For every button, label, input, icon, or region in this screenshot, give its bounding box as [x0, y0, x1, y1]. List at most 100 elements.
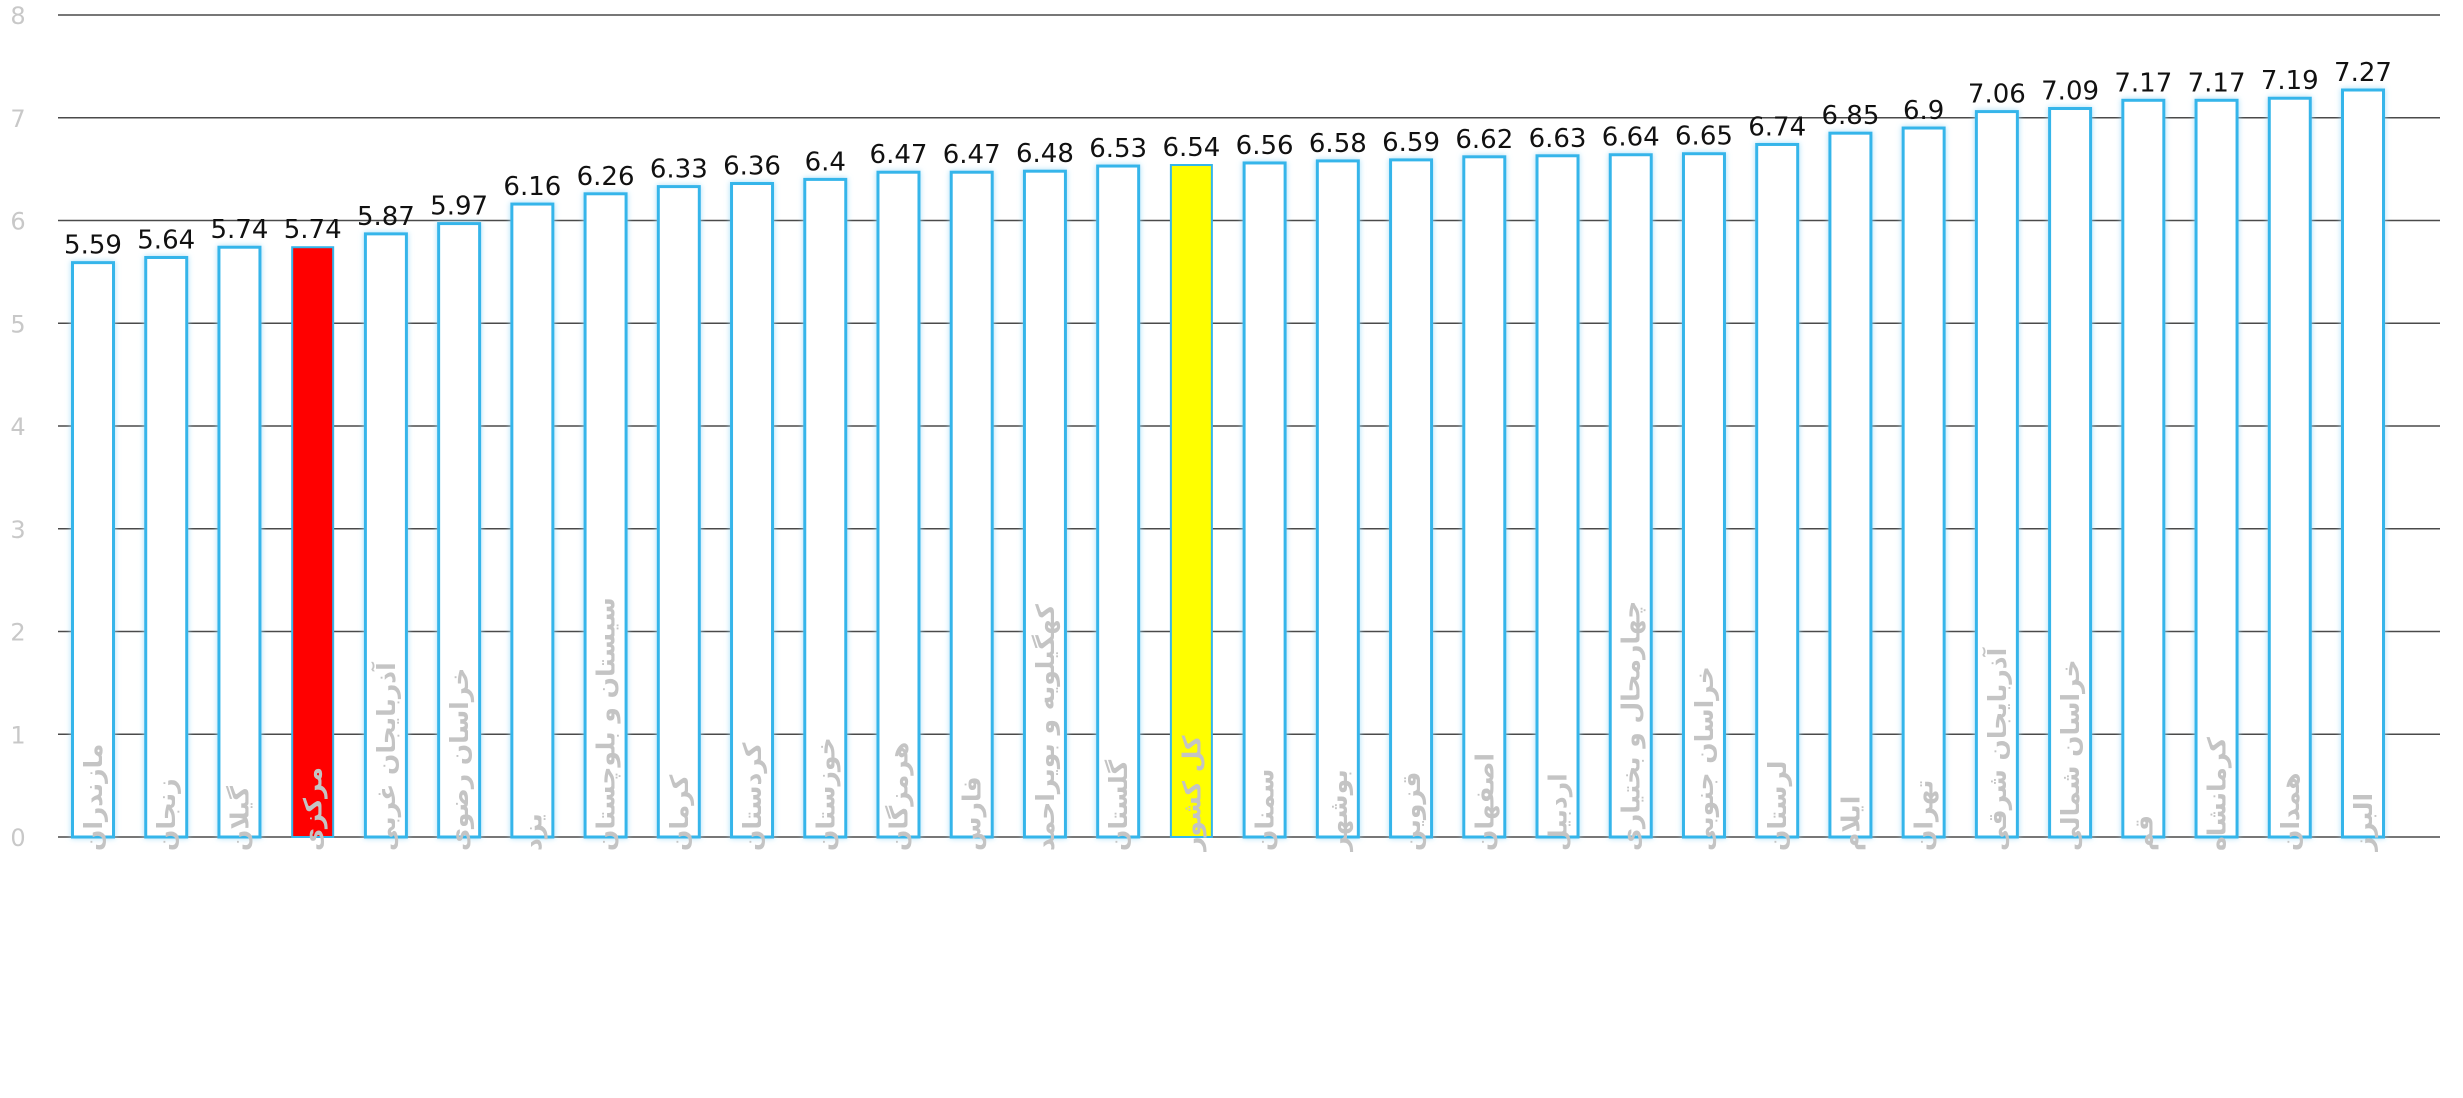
data-label-30: 7.19	[2261, 66, 2319, 96]
x-tick-label-20: اردبیل	[1544, 773, 1573, 851]
bar-14	[1096, 164, 1141, 839]
bar-0	[71, 261, 115, 839]
bar-28	[2121, 98, 2166, 839]
data-label-17: 6.58	[1309, 129, 1367, 159]
data-label-25: 6.9	[1903, 96, 1944, 126]
data-label-26: 7.06	[1968, 80, 2026, 110]
x-tick-label-14: گلستان	[1104, 759, 1133, 851]
bar-10	[803, 177, 848, 839]
data-label-14: 6.53	[1089, 134, 1147, 164]
data-label-3: 5.74	[284, 215, 342, 245]
bar-31	[2341, 88, 2385, 839]
data-label-2: 5.74	[211, 215, 269, 245]
x-tick-label-2: گیلان	[225, 785, 254, 851]
bar-11	[876, 170, 921, 839]
data-label-18: 6.59	[1382, 128, 1440, 158]
x-tick-label-10: خوزستان	[811, 737, 841, 851]
data-label-24: 6.85	[1821, 101, 1879, 131]
x-tick-label-27: خراسان شمالی	[2056, 659, 2086, 851]
data-label-22: 6.65	[1675, 122, 1733, 152]
x-tick-label-30: همدان	[2276, 773, 2305, 851]
bar-4	[363, 232, 408, 839]
data-label-13: 6.48	[1016, 139, 1074, 169]
data-label-10: 6.4	[805, 147, 846, 177]
x-tick-label-11: هرمزگان	[884, 742, 914, 851]
x-tick-label-0: مازندران	[79, 744, 108, 851]
data-label-23: 6.74	[1748, 112, 1806, 142]
bar-26	[1974, 110, 2019, 839]
data-label-28: 7.17	[2114, 68, 2172, 98]
bar-13	[1022, 169, 1067, 839]
x-tick-label-21: چهارمحال و بختیاری	[1617, 601, 1647, 851]
data-label-6: 6.16	[503, 172, 561, 202]
data-label-9: 6.36	[723, 152, 781, 182]
x-tick-label-28: قم	[2129, 815, 2158, 851]
data-label-27: 7.09	[2041, 77, 2099, 107]
x-tick-label-8: کرمان	[665, 774, 695, 851]
data-labels: 5.59 5.64 5.74 5.74 5.87 5.97 6.16 6.26 6.33 6.36…	[64, 58, 2392, 261]
x-tick-label-24: ایلام	[1836, 796, 1865, 851]
data-label-5: 5.97	[430, 192, 488, 222]
y-axis-ticks: 0 1 2 3 4 5 6 7 8	[10, 2, 25, 852]
bar-20	[1535, 154, 1580, 839]
x-tick-label-12: فارس	[958, 776, 987, 851]
bar-30	[2267, 96, 2312, 839]
bar-18	[1389, 158, 1434, 839]
x-tick-label-17: بوشهر	[1324, 769, 1354, 853]
data-label-7: 6.26	[577, 162, 635, 192]
x-tick-label-31: البرز	[2349, 793, 2379, 853]
data-label-15: 6.54	[1162, 133, 1220, 163]
x-tick-label-1: زنجان	[152, 778, 181, 851]
bar-1	[144, 255, 189, 839]
x-tick-label-23: لرستان	[1763, 761, 1793, 851]
bar-27	[2048, 107, 2093, 839]
y-tick-label-3: 3	[10, 516, 25, 544]
y-tick-label-8: 8	[10, 2, 25, 30]
y-tick-label-6: 6	[10, 208, 25, 236]
bar-9	[730, 182, 775, 839]
data-label-16: 6.56	[1236, 131, 1294, 161]
x-tick-label-19: اصفهان	[1470, 753, 1500, 851]
y-tick-label-0: 0	[10, 824, 25, 852]
data-label-12: 6.47	[943, 140, 1001, 170]
data-label-21: 6.64	[1602, 123, 1660, 153]
bar-7	[583, 192, 628, 839]
bar-6	[510, 202, 555, 839]
bar-3	[291, 246, 335, 838]
y-tick-label-5: 5	[10, 310, 25, 338]
data-label-19: 6.62	[1455, 125, 1513, 155]
x-tick-label-25: تهران	[1910, 780, 1940, 851]
bar-22	[1681, 152, 1726, 839]
data-label-11: 6.47	[870, 140, 928, 170]
bar-15	[1169, 164, 1213, 838]
bar-19	[1462, 155, 1507, 839]
bars	[71, 88, 2385, 839]
x-tick-label-29: کرمانشاه	[2203, 737, 2233, 851]
x-tick-label-13: کهگیلویه و بویراحمد	[1031, 604, 1061, 851]
bar-8	[656, 185, 701, 839]
bar-16	[1242, 161, 1287, 839]
data-label-0: 5.59	[64, 231, 122, 261]
x-tick-label-6: یزد	[518, 813, 548, 851]
bar-2	[217, 245, 262, 839]
x-tick-label-22: خراسان جنوبی	[1690, 666, 1720, 851]
y-tick-label-4: 4	[10, 413, 25, 441]
x-tick-label-18: قزوین	[1397, 772, 1427, 851]
y-tick-label-7: 7	[10, 105, 25, 133]
data-label-31: 7.27	[2334, 58, 2392, 88]
bar-17	[1315, 159, 1360, 839]
data-label-8: 6.33	[650, 155, 708, 185]
bar-25	[1901, 126, 1946, 839]
bar-21	[1608, 153, 1653, 839]
data-label-29: 7.17	[2188, 68, 2246, 98]
x-tick-label-16: سمنان	[1251, 769, 1280, 851]
y-tick-label-1: 1	[10, 721, 25, 749]
x-axis-categories: مازندران زنجان گیلان مرکزی آذربایجان غربی خرا…	[79, 597, 2379, 853]
x-tick-label-26: آذربایجان شرقی	[1982, 646, 2013, 851]
x-tick-label-3: مرکزی	[299, 767, 329, 851]
bar-24	[1828, 131, 1873, 839]
data-label-4: 5.87	[357, 202, 415, 232]
x-tick-label-7: سیستان و بلوچستان	[592, 597, 622, 851]
x-tick-label-9: کردستان	[738, 742, 768, 851]
data-label-1: 5.64	[137, 225, 195, 255]
